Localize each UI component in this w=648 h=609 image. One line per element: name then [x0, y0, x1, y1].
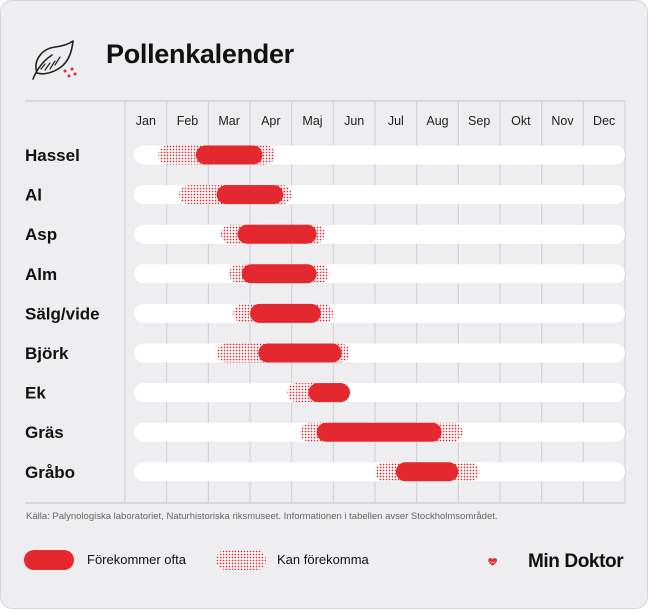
leaf-icon [32, 40, 77, 80]
often-occur-bar [250, 303, 321, 323]
month-label: Jul [388, 114, 404, 128]
row-label: Ek [25, 384, 46, 403]
row-track [134, 303, 625, 323]
month-label: Maj [302, 114, 322, 128]
pollen-gantt-chart: Jan Feb Mar Apr Maj Jun Jul Aug Sep Okt Nov Dec Hass… [25, 100, 626, 504]
month-label: Nov [551, 114, 574, 128]
often-occur-bar [237, 224, 317, 244]
month-label: Okt [511, 114, 531, 128]
row-label: Sälg/vide [25, 304, 100, 323]
often-occur-bar [308, 383, 350, 403]
row-track [134, 343, 625, 363]
row-label: Al [25, 186, 42, 205]
often-occur-bar [316, 422, 442, 442]
month-label: Sep [468, 114, 490, 128]
month-label: Aug [426, 114, 448, 128]
month-label: Feb [177, 114, 199, 128]
source-note: Källa: Palynologiska laboratoriet, Natur… [26, 511, 498, 522]
row-track [134, 224, 625, 244]
legend-often-label: Förekommer ofta [87, 552, 186, 567]
row-label: Björk [25, 344, 69, 363]
month-label: Jun [344, 114, 364, 128]
often-occur-bar [216, 185, 284, 205]
row-track [134, 264, 625, 284]
often-occur-bar [195, 145, 263, 165]
row-track [134, 383, 625, 403]
brand-name: Min Doktor [528, 551, 624, 572]
month-label: Jan [136, 114, 156, 128]
often-occur-bar [258, 343, 342, 363]
row-label: Alm [25, 265, 57, 284]
month-label: Dec [593, 114, 615, 128]
legend-often-swatch [24, 550, 74, 570]
row-label: Asp [25, 225, 57, 244]
often-occur-bar [395, 462, 459, 482]
row-label: Gräs [25, 423, 64, 442]
chart-title: Pollenkalender [106, 39, 294, 69]
legend-may-label: Kan förekomma [277, 552, 369, 567]
month-label: Mar [218, 114, 240, 128]
row-label: Hassel [25, 146, 80, 165]
often-occur-bar [241, 264, 317, 284]
month-label: Apr [261, 114, 280, 128]
row-label: Gråbo [25, 463, 75, 482]
heart-smile-logo [488, 558, 497, 566]
legend-may-swatch [216, 550, 266, 570]
